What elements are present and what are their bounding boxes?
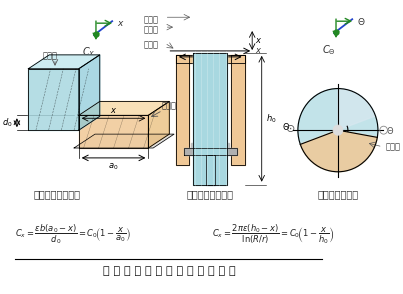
Text: $\Theta$: $\Theta$: [283, 121, 291, 131]
Text: $2R$: $2R$: [204, 60, 216, 71]
Text: $C_x = \dfrac{2\pi\varepsilon(h_0 - x)}{\ln(R/r)} = C_0\!\left(1 - \dfrac{x}{h_0: $C_x = \dfrac{2\pi\varepsilon(h_0 - x)}{…: [212, 222, 334, 246]
Text: 定极板: 定极板: [386, 142, 401, 151]
Text: $a_0$: $a_0$: [108, 162, 119, 172]
Text: $x$: $x$: [110, 106, 117, 115]
Text: $x$: $x$: [255, 36, 262, 45]
Text: $\odot$: $\odot$: [285, 123, 295, 134]
Text: $C_X$: $C_X$: [81, 45, 95, 59]
Text: $C_\Theta$: $C_\Theta$: [322, 43, 335, 57]
Polygon shape: [191, 143, 229, 148]
Text: 变 面 积 型 电 容 传 感 器 工 作 原 理: 变 面 积 型 电 容 传 感 器 工 作 原 理: [103, 266, 236, 276]
Text: $x$: $x$: [117, 19, 125, 28]
Polygon shape: [28, 55, 100, 69]
Text: $C_x = \dfrac{\varepsilon b(a_0 - x)}{d_0} = C_0\!\left(1 - \dfrac{x}{a_0}\right: $C_x = \dfrac{\varepsilon b(a_0 - x)}{d_…: [15, 222, 131, 246]
Text: 半圆型角位移式: 半圆型角位移式: [317, 190, 359, 200]
Text: 平板型直线位移式: 平板型直线位移式: [33, 190, 81, 200]
Text: $h_0$: $h_0$: [266, 113, 276, 125]
Polygon shape: [176, 55, 189, 165]
Polygon shape: [206, 155, 215, 185]
Text: $2r$: $2r$: [205, 66, 216, 77]
Polygon shape: [74, 134, 174, 148]
Wedge shape: [300, 130, 377, 172]
Text: 内圆筒: 内圆筒: [144, 16, 159, 25]
Wedge shape: [338, 88, 376, 130]
Text: $\Theta$: $\Theta$: [386, 125, 394, 136]
Polygon shape: [231, 55, 245, 165]
Polygon shape: [176, 55, 245, 63]
Polygon shape: [28, 69, 79, 130]
Polygon shape: [184, 148, 237, 155]
Text: 定极板: 定极板: [144, 41, 159, 49]
Polygon shape: [148, 101, 169, 148]
Polygon shape: [79, 115, 148, 148]
Text: $\Theta$: $\Theta$: [357, 16, 366, 27]
Text: 定极板: 定极板: [162, 101, 177, 110]
Text: 导轨: 导轨: [205, 135, 215, 143]
Text: 圆筒型直线位移式: 圆筒型直线位移式: [187, 190, 234, 200]
Circle shape: [333, 125, 343, 135]
Circle shape: [298, 88, 378, 172]
Polygon shape: [79, 55, 100, 130]
Polygon shape: [193, 53, 227, 185]
Polygon shape: [79, 101, 169, 115]
Text: $x$: $x$: [255, 46, 262, 55]
Text: 外圆筒: 外圆筒: [144, 26, 159, 35]
Text: 动极板: 动极板: [43, 51, 58, 60]
Text: $d_0$: $d_0$: [2, 116, 13, 129]
